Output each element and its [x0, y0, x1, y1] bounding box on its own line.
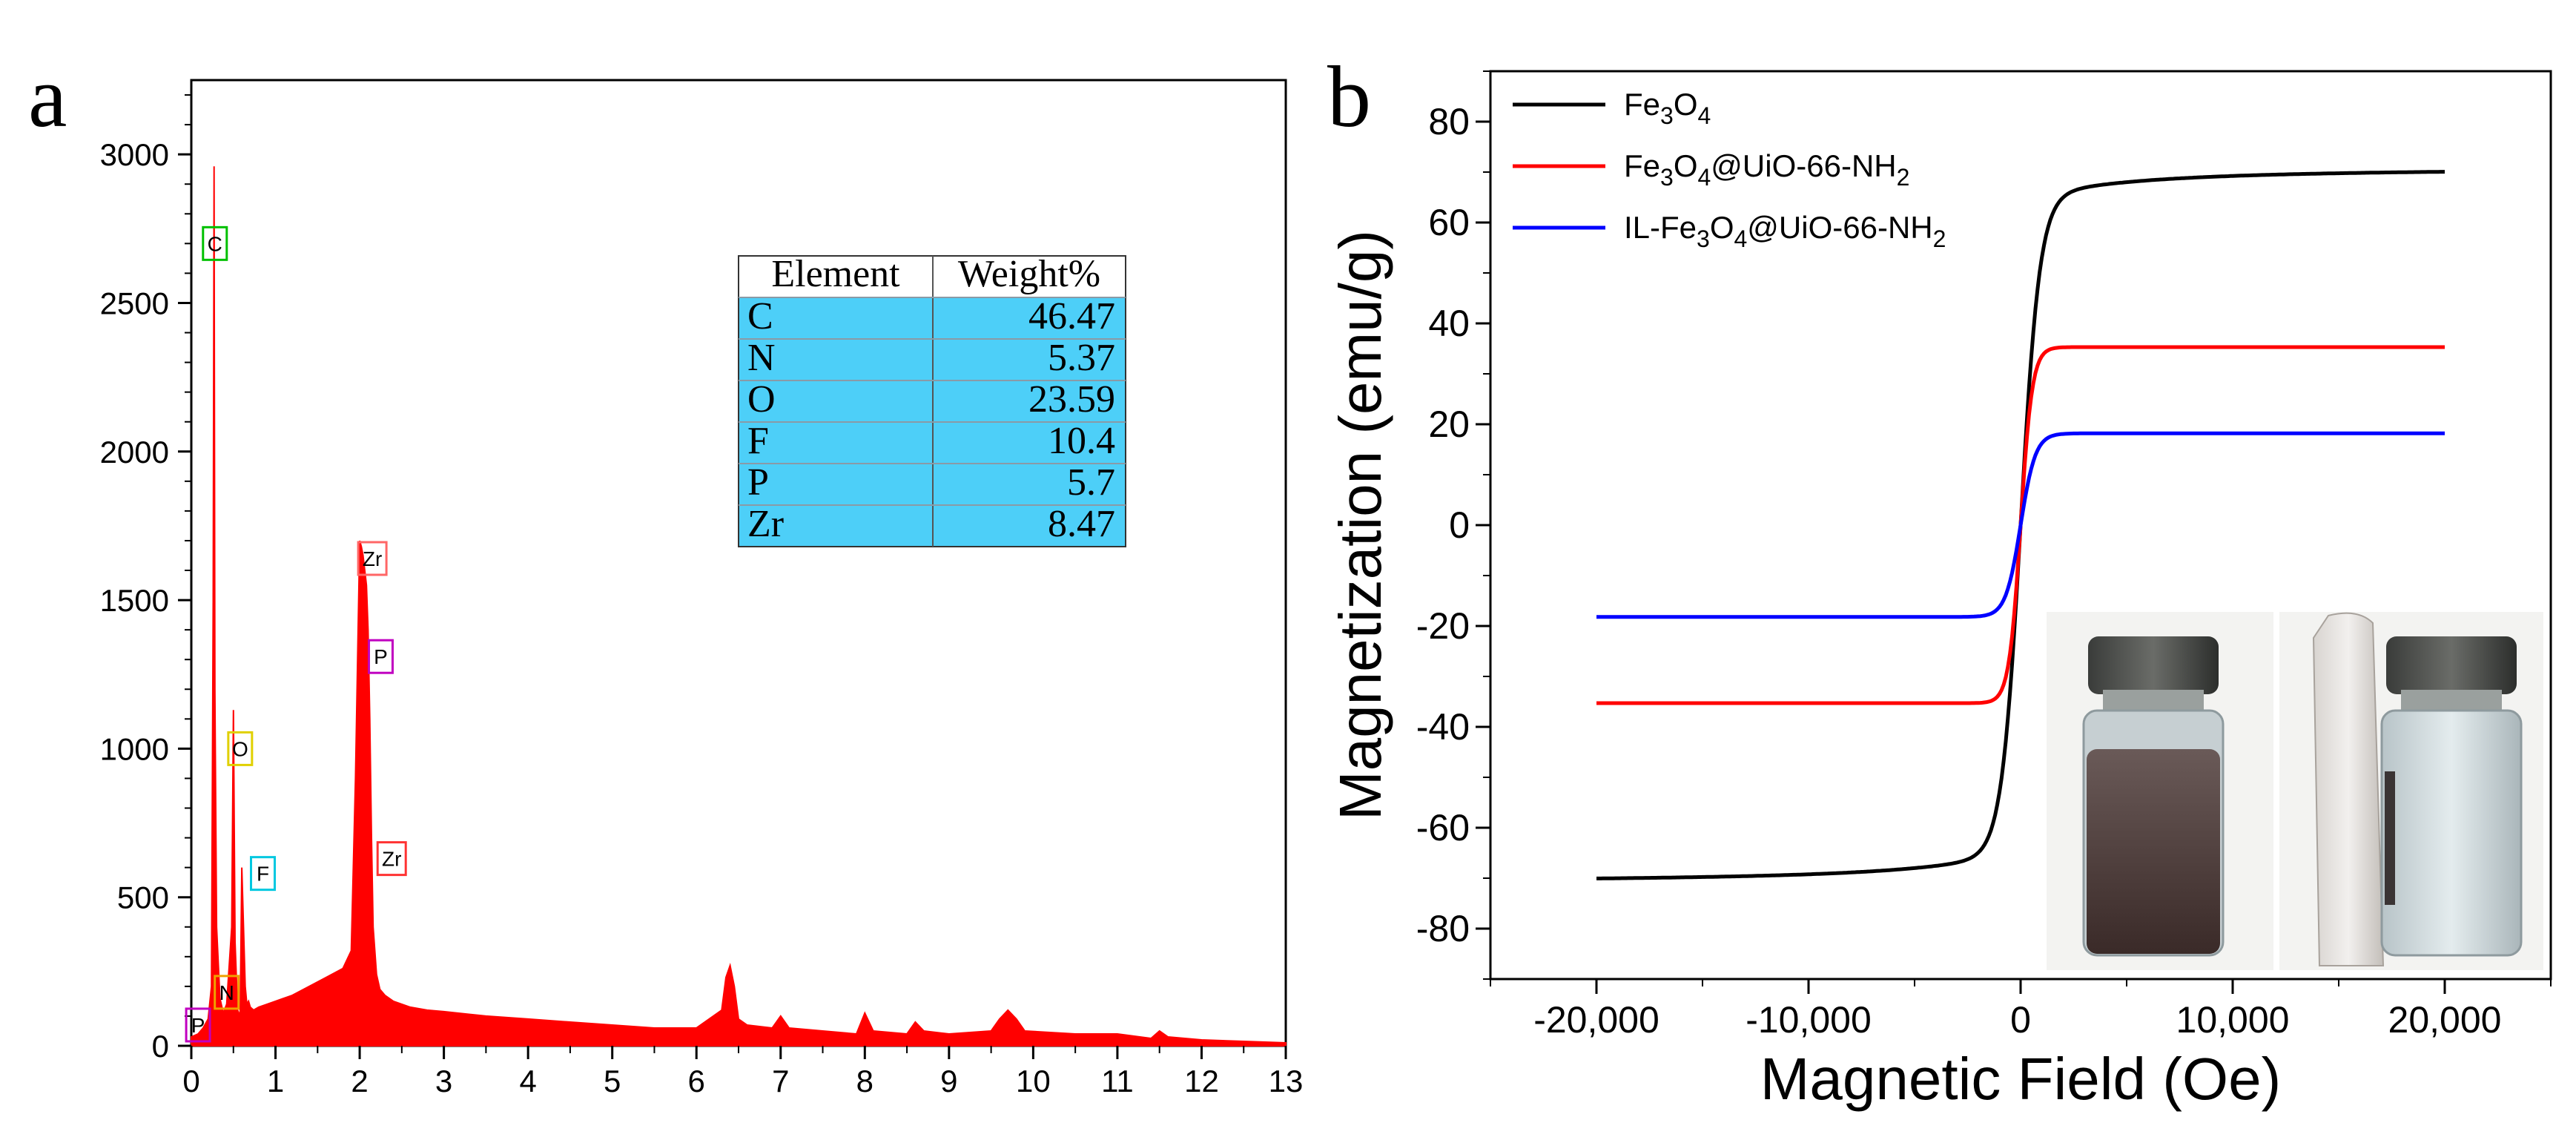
peak-label-text: O [232, 737, 248, 760]
x-tick-label: 20,000 [2388, 999, 2502, 1041]
legend: Fe3O4 Fe3O4@UiO-66-NH2 IL-Fe3O4@UiO-66-NH2 [1513, 87, 1946, 252]
peak-label-o: O [227, 731, 254, 766]
eds-spectrum-chart: 0 1 2 3 4 5 6 7 8 9 10 11 12 13 050010001500200025003… [100, 79, 1303, 1098]
peak-label-zr: Zr [376, 841, 407, 877]
x-tick-label: -10,000 [1746, 999, 1872, 1041]
eds-area-group [191, 166, 1287, 1047]
y-tick-label: 0 [152, 1029, 169, 1064]
table-cell-weight: 5.37 [1048, 337, 1115, 379]
y-tick-label: 1500 [100, 583, 169, 618]
x-tick-label: 2 [351, 1064, 368, 1098]
x-axis-a-ticks: 0 1 2 3 4 5 6 7 8 9 10 11 12 13 [182, 1046, 1303, 1098]
table-cell-element: F [747, 420, 769, 462]
magnetization-curves [1596, 170, 2445, 880]
y-tick-label: -40 [1416, 706, 1470, 748]
eds-spectrum-area [191, 166, 1287, 1047]
legend-label: IL-Fe3O4@UiO-66-NH2 [1624, 210, 1946, 252]
y-axis-title: Magnetization (emu/g) [1327, 230, 1393, 820]
x-tick-label: -20,000 [1533, 999, 1659, 1041]
legend-label: Fe3O4 [1624, 87, 1711, 129]
table-cell-weight: 23.59 [1028, 378, 1115, 421]
y-tick-label: 20 [1428, 403, 1470, 445]
peak-label-text: Zr [382, 848, 401, 871]
peak-label-p: P [367, 639, 394, 674]
peak-label-text: Zr [363, 547, 382, 570]
x-tick-label: 0 [182, 1064, 199, 1098]
table-cell-element: N [747, 337, 776, 379]
peak-label-box [376, 841, 407, 877]
peak-label-n: N [214, 975, 240, 1010]
peak-label-text: P [374, 645, 388, 668]
table-cell-weight: 46.47 [1028, 295, 1115, 337]
y-axis-b-ticks: -80 -60 -40 -20 0 20 40 60 80 [1416, 70, 1490, 980]
peak-label-c: C [202, 225, 228, 261]
table-cell-weight: 8.47 [1048, 503, 1115, 545]
panel-label-a: a [28, 48, 67, 145]
legend-label: Fe3O4@UiO-66-NH2 [1624, 148, 1909, 191]
table-cell-weight: 5.7 [1067, 461, 1115, 504]
x-tick-label: 8 [856, 1064, 873, 1098]
y-tick-label: 40 [1428, 303, 1470, 344]
x-tick-label: 1 [267, 1064, 284, 1098]
x-tick-label: 0 [2010, 999, 2031, 1041]
y-tick-label: 0 [1449, 504, 1470, 546]
x-tick-label: 4 [519, 1064, 536, 1098]
legend-entry: Fe3O4 [1513, 87, 1711, 129]
panel-label-b: b [1327, 48, 1371, 145]
y-tick-label: 500 [117, 880, 169, 915]
table-cell-element: O [747, 378, 776, 421]
peak-label-text: C [208, 232, 222, 255]
table-cell-element: C [747, 295, 773, 337]
x-tick-label: 11 [1101, 1064, 1134, 1098]
legend-entry: Fe3O4@UiO-66-NH2 [1513, 148, 1909, 191]
peak-label-box [357, 541, 388, 576]
x-tick-label: 3 [435, 1064, 452, 1098]
peak-label-text: F [257, 863, 269, 886]
table-cell-element: P [747, 461, 769, 504]
y-tick-label: 3000 [100, 137, 169, 172]
x-tick-label: 9 [940, 1064, 957, 1098]
peak-label-f: F [250, 856, 277, 892]
peak-label-box [250, 856, 277, 892]
x-tick-label: 10,000 [2176, 999, 2290, 1041]
y-tick-label: -60 [1416, 807, 1470, 849]
legend-entry: IL-Fe3O4@UiO-66-NH2 [1513, 210, 1946, 252]
x-axis-b-ticks: -20,000 -10,000 0 10,000 20,000 [1490, 979, 2552, 1041]
peak-label-box [367, 639, 394, 674]
curve-il-fe3o4-uio-66-nh2 [1596, 431, 2445, 619]
x-tick-label: 5 [604, 1064, 621, 1098]
magnetization-chart: -20,000 -10,000 0 10,000 20,000 -80 -60 -40 -20… [1327, 70, 2552, 1112]
table-cell-weight: 10.4 [1048, 420, 1115, 462]
x-axis-title: Magnetic Field (Oe) [1760, 1046, 2281, 1112]
peak-label-box [214, 975, 240, 1010]
y-tick-label: 2000 [100, 435, 169, 469]
composition-table: Element Weight% C 46.47 N 5.37 O 23.59 F 10.4 P 5.7… [738, 253, 1126, 547]
peak-label-zr: Zr [357, 541, 388, 576]
table-cell-element: Zr [747, 503, 784, 545]
peak-label-p: P [185, 1007, 211, 1043]
peak-label-text: N [219, 981, 234, 1004]
y-tick-label: 80 [1428, 101, 1470, 142]
vial-photo-icon [2047, 612, 2543, 970]
peak-label-box [227, 731, 254, 766]
x-tick-label: 7 [772, 1064, 789, 1098]
peak-label-box [185, 1007, 211, 1043]
table-header-weight: Weight% [958, 253, 1100, 295]
y-tick-label: -80 [1416, 908, 1470, 949]
x-tick-label: 13 [1269, 1064, 1304, 1098]
table-header-element: Element [771, 253, 900, 295]
y-tick-label: 2500 [100, 286, 169, 320]
x-tick-label: 6 [688, 1064, 705, 1098]
y-tick-label: 1000 [100, 731, 169, 766]
peak-label-box [202, 225, 228, 261]
y-tick-label: -20 [1416, 605, 1470, 647]
x-tick-label: 12 [1184, 1064, 1219, 1098]
x-tick-label: 10 [1016, 1064, 1051, 1098]
y-axis-a-ticks: 0 500 1000 1500 2000 2500 3000 [100, 94, 191, 1064]
y-tick-label: 60 [1428, 202, 1470, 243]
peak-label-text: P [191, 1014, 205, 1037]
